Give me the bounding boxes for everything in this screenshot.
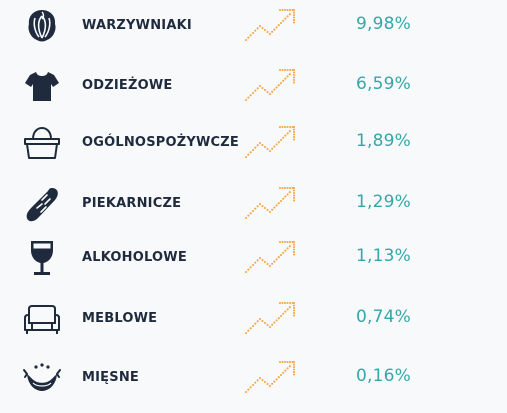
category-label: PIEKARNICZE	[82, 196, 182, 211]
tshirt-icon	[22, 66, 62, 106]
list-item: MIĘSNE 0,16%	[0, 358, 507, 408]
category-value: 0,16%	[355, 366, 411, 386]
category-label: WARZYWNIAKI	[82, 18, 192, 33]
category-value: 1,13%	[355, 246, 411, 266]
wine-glass-icon	[22, 238, 62, 278]
category-value: 9,98%	[355, 14, 411, 34]
category-label: ODZIEŻOWE	[82, 78, 173, 93]
category-value: 1,89%	[355, 131, 411, 151]
category-label: MEBLOWE	[82, 311, 158, 326]
up-arrow-icon	[244, 238, 300, 278]
bread-icon	[22, 184, 62, 224]
up-arrow-icon	[244, 6, 300, 46]
up-arrow-icon	[244, 66, 300, 106]
up-arrow-icon	[244, 299, 300, 339]
list-item: ALKOHOLOWE 1,13%	[0, 238, 507, 288]
armchair-icon	[22, 299, 62, 339]
category-label: ALKOHOLOWE	[82, 250, 187, 265]
list-item: PIEKARNICZE 1,29%	[0, 184, 507, 234]
sausage-icon	[22, 358, 62, 398]
basket-icon	[22, 123, 62, 163]
list-item: WARZYWNIAKI 9,98%	[0, 6, 507, 56]
category-value: 6,59%	[355, 74, 411, 94]
list-item: ODZIEŻOWE 6,59%	[0, 66, 507, 116]
category-value: 1,29%	[355, 192, 411, 212]
list-item: OGÓLNOSPOŻYWCZE 1,89%	[0, 123, 507, 173]
up-arrow-icon	[244, 358, 300, 398]
up-arrow-icon	[244, 184, 300, 224]
category-label: MIĘSNE	[82, 370, 139, 385]
category-label: OGÓLNOSPOŻYWCZE	[82, 135, 239, 150]
up-arrow-icon	[244, 123, 300, 163]
lettuce-icon	[22, 6, 62, 46]
category-value: 0,74%	[355, 307, 411, 327]
list-item: MEBLOWE 0,74%	[0, 299, 507, 349]
